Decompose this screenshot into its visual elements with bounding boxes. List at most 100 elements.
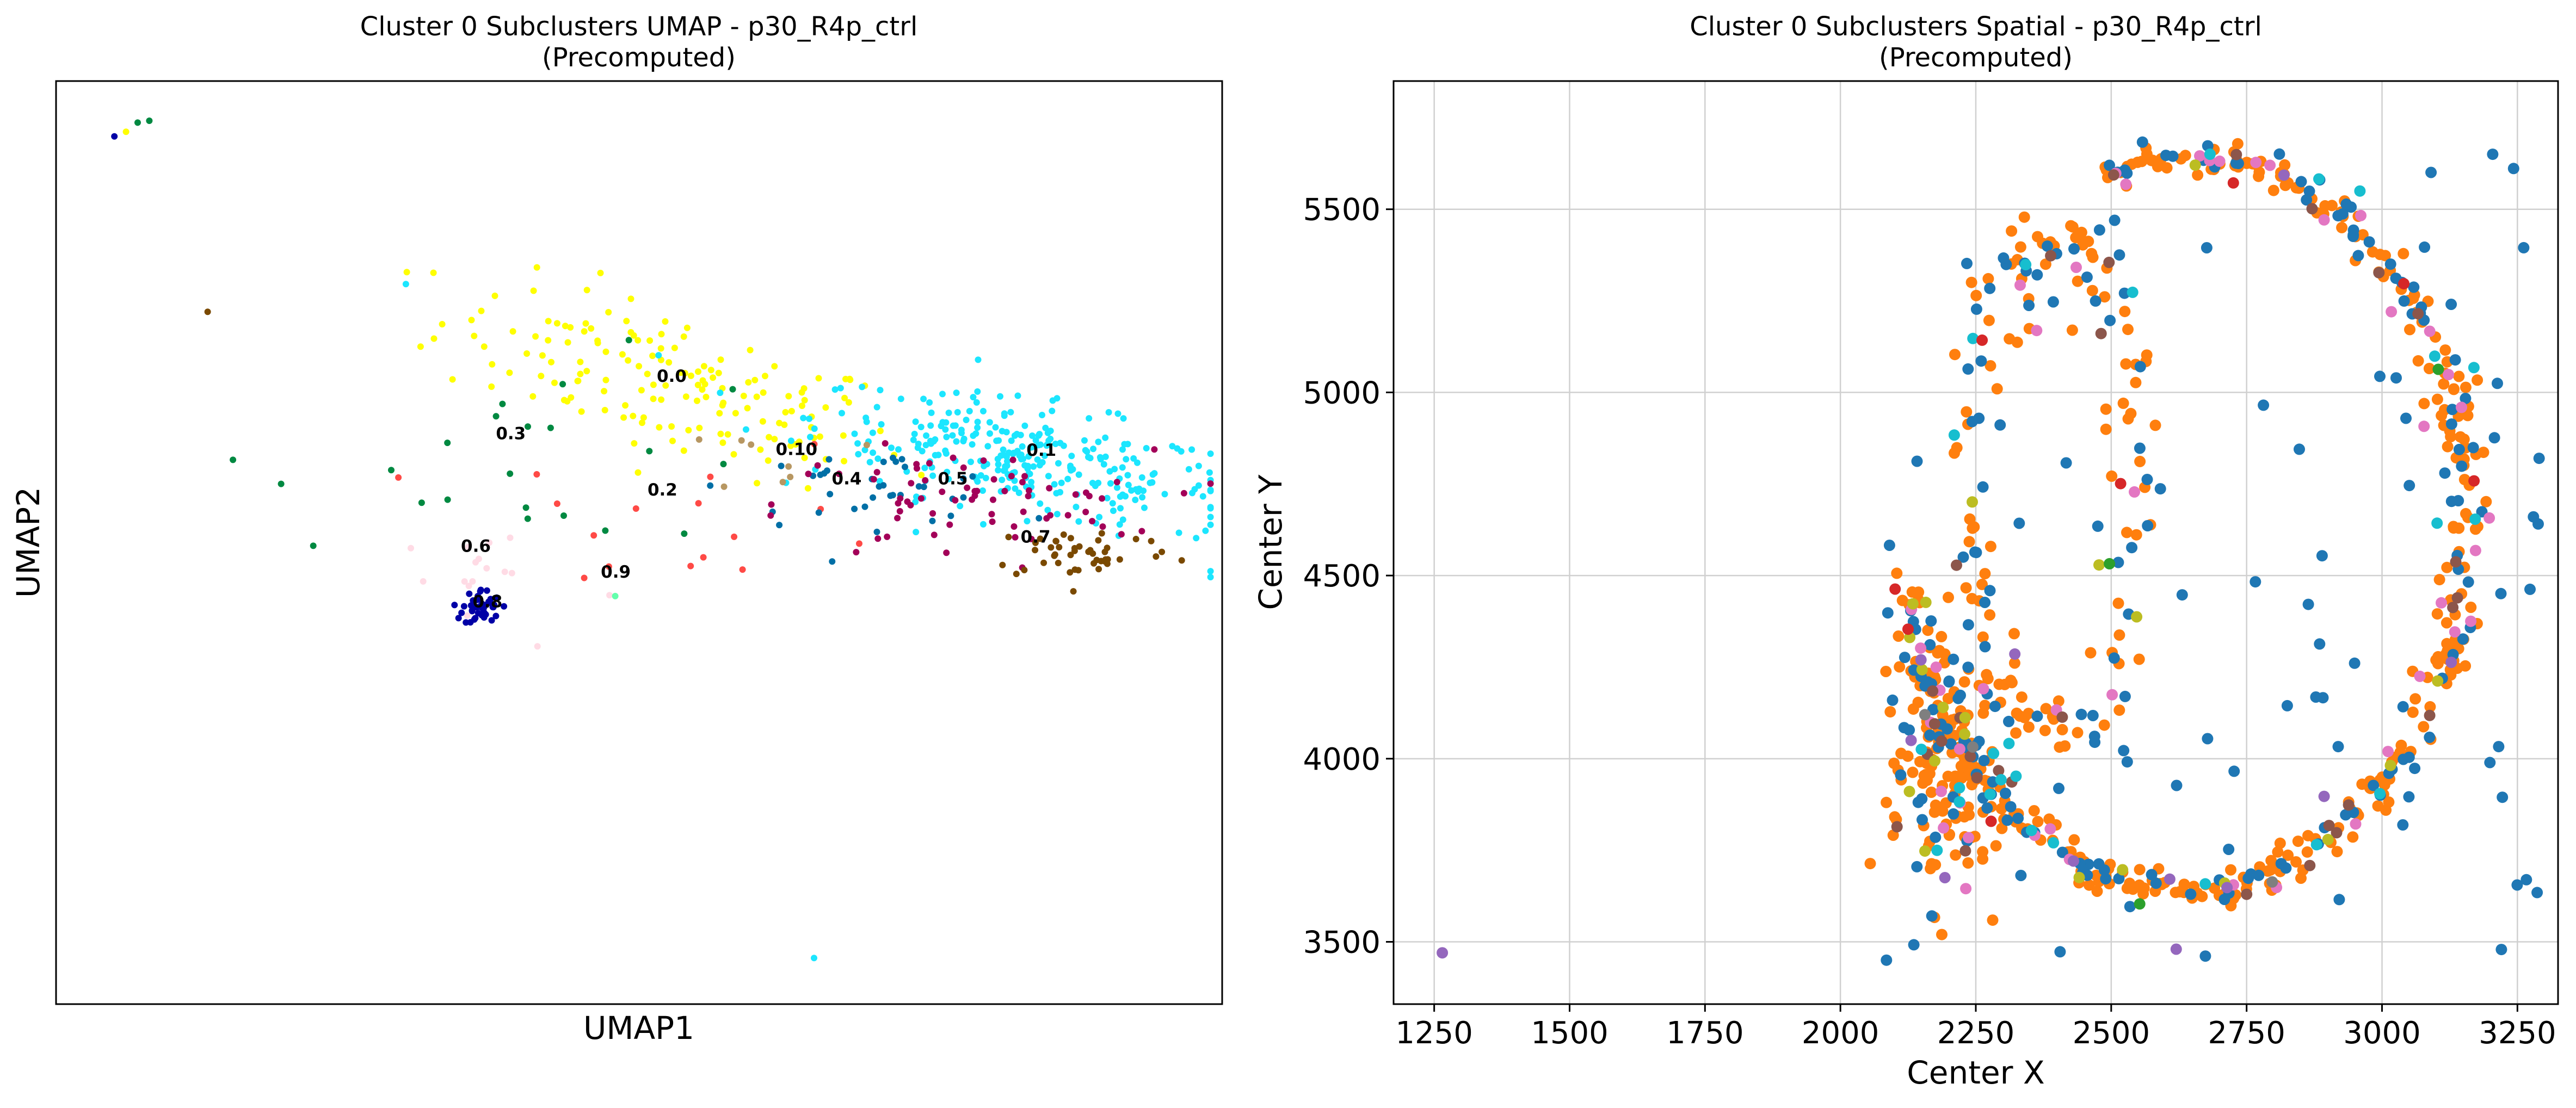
umap-point — [1014, 392, 1021, 399]
spatial-point — [2122, 324, 2134, 336]
umap-point — [483, 587, 490, 594]
spatial-point — [2441, 561, 2453, 573]
umap-point — [499, 400, 506, 407]
spatial-point — [2066, 324, 2078, 336]
umap-point — [939, 391, 946, 398]
spatial-point — [2006, 225, 2018, 237]
spatial-point — [2304, 859, 2316, 871]
spatial-point — [1960, 883, 1972, 895]
umap-point — [907, 502, 914, 509]
spatial-point — [2112, 556, 2124, 568]
spatial-point — [2141, 349, 2153, 361]
umap-point — [1132, 497, 1139, 503]
umap-point — [841, 394, 848, 401]
umap-point — [507, 470, 514, 477]
umap-point — [953, 438, 960, 445]
umap-point — [1207, 480, 1214, 487]
umap-point — [946, 521, 953, 528]
spatial-point — [1891, 567, 1903, 579]
umap-point — [483, 565, 490, 572]
umap-point — [1028, 479, 1035, 486]
spatial-point — [1962, 363, 1974, 375]
umap-point — [1010, 523, 1018, 530]
umap-point — [695, 368, 701, 375]
umap-point — [1086, 493, 1093, 499]
umap-point — [594, 339, 601, 346]
x-tick-label: 3000 — [2343, 1016, 2421, 1051]
umap-point — [927, 422, 934, 429]
umap-point — [744, 405, 751, 412]
spatial-point — [1949, 349, 1961, 361]
spatial-point — [1907, 766, 1919, 778]
umap-point — [1009, 456, 1016, 463]
umap-point — [884, 533, 891, 540]
umap-cluster-label: 0.4 — [832, 469, 862, 489]
spatial-point — [2372, 800, 2384, 812]
umap-point — [488, 617, 495, 624]
umap-point — [1090, 445, 1097, 453]
umap-point — [122, 128, 130, 135]
spatial-point — [1950, 849, 1962, 861]
spatial-point — [2048, 713, 2060, 725]
umap-point — [1111, 466, 1118, 473]
spatial-point — [1967, 741, 1979, 753]
spatial-point — [2403, 751, 2415, 763]
spatial-point — [1930, 661, 1942, 673]
umap-point — [553, 500, 560, 507]
umap-point — [1034, 456, 1041, 463]
spatial-point — [2424, 325, 2436, 337]
spatial-point — [2067, 855, 2079, 867]
umap-point — [506, 369, 513, 376]
spatial-point — [2015, 870, 2027, 881]
spatial-point — [1977, 853, 1989, 865]
umap-point — [1098, 530, 1105, 537]
spatial-point — [2347, 231, 2359, 242]
spatial-point — [1936, 630, 1948, 642]
umap-point — [1012, 485, 1019, 492]
umap-x-axis-label: UMAP1 — [583, 1010, 694, 1047]
spatial-point — [2495, 944, 2507, 956]
umap-point — [493, 594, 500, 601]
spatial-point — [2056, 723, 2068, 735]
spatial-point — [2292, 835, 2304, 847]
umap-point — [839, 410, 845, 417]
spatial-point — [2171, 779, 2183, 791]
umap-point — [1032, 437, 1039, 444]
umap-point — [475, 555, 482, 562]
spatial-point — [2127, 286, 2139, 298]
spatial-point — [2294, 443, 2305, 455]
spatial-point — [2488, 432, 2500, 444]
umap-point — [695, 500, 702, 507]
umap-point — [466, 590, 473, 597]
spatial-point — [1896, 595, 1908, 606]
umap-point — [657, 345, 664, 352]
spatial-point — [2282, 849, 2294, 861]
spatial-point — [2425, 166, 2437, 178]
umap-point — [602, 348, 609, 355]
umap-point — [1085, 454, 1092, 461]
umap-point — [921, 465, 928, 472]
spatial-point — [2355, 209, 2367, 221]
spatial-point — [2137, 888, 2149, 900]
umap-point — [548, 358, 554, 366]
spatial-point — [1915, 642, 1927, 654]
spatial-point — [2456, 460, 2468, 472]
umap-point — [602, 376, 609, 383]
umap-point — [779, 479, 786, 486]
spatial-point — [2469, 513, 2481, 525]
spatial-point — [2082, 236, 2094, 247]
umap-point — [469, 608, 476, 615]
umap-point — [1060, 531, 1067, 538]
umap-point — [478, 307, 485, 314]
spatial-point — [2104, 558, 2116, 570]
spatial-point — [1979, 597, 1991, 608]
umap-point — [597, 269, 604, 276]
spatial-point — [2452, 495, 2464, 506]
umap-point — [1116, 521, 1123, 528]
spatial-subtitle: (Precomputed) — [1879, 42, 2073, 73]
umap-point — [1143, 445, 1150, 451]
spatial-point — [2199, 878, 2211, 890]
umap-point — [395, 474, 402, 481]
umap-point — [771, 363, 778, 370]
umap-point — [471, 332, 478, 339]
